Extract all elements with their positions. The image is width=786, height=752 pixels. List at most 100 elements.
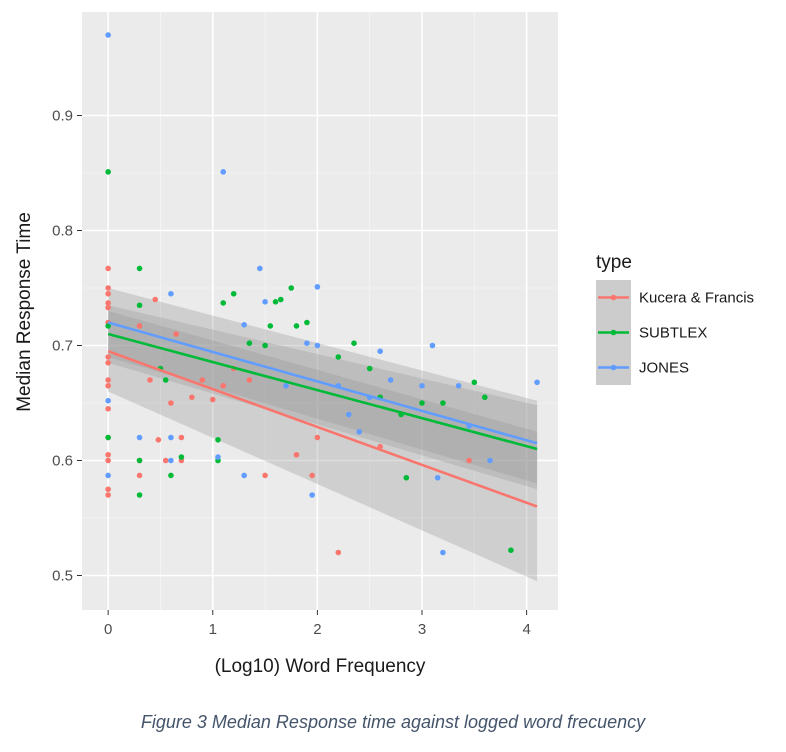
data-point — [105, 492, 111, 498]
data-point — [293, 451, 300, 458]
data-point — [508, 547, 514, 553]
y-tick-label: 0.7 — [52, 338, 73, 355]
data-point — [105, 265, 111, 272]
data-point — [162, 377, 169, 383]
data-point — [136, 434, 143, 441]
plot-panel — [82, 12, 558, 610]
data-point — [147, 377, 153, 383]
data-point — [534, 379, 540, 386]
data-point — [168, 472, 174, 479]
data-point — [314, 342, 321, 349]
data-point — [220, 382, 227, 389]
data-point — [440, 549, 446, 556]
legend-key-point — [610, 294, 617, 301]
data-point — [283, 382, 289, 389]
grid-major — [82, 12, 558, 610]
data-point — [105, 32, 111, 38]
data-point — [105, 397, 111, 404]
data-point — [105, 290, 111, 297]
data-point — [241, 322, 247, 328]
legend-label: JONES — [639, 360, 689, 377]
data-point — [419, 400, 425, 406]
data-point — [403, 474, 410, 481]
data-point — [136, 492, 143, 498]
trend-line — [107, 321, 538, 445]
data-point — [105, 382, 111, 389]
data-point — [314, 284, 321, 290]
data-point — [351, 340, 357, 347]
y-tick-label: 0.5 — [52, 568, 73, 585]
data-point — [105, 169, 111, 175]
data-point — [105, 405, 111, 412]
data-point — [220, 169, 227, 175]
y-tick-label: 0.8 — [52, 223, 73, 240]
data-point — [136, 323, 143, 329]
confidence-ribbons — [108, 288, 538, 582]
trend-line — [107, 332, 538, 451]
data-point — [481, 394, 488, 401]
data-point — [152, 296, 159, 303]
data-point — [230, 290, 237, 297]
data-point — [293, 323, 300, 329]
data-point — [136, 265, 143, 272]
data-point — [277, 296, 284, 303]
data-point — [356, 428, 363, 435]
y-axis: 0.5 0.6 0.7 0.8 0.9 — [52, 108, 82, 585]
data-point — [173, 331, 179, 337]
data-point — [262, 472, 268, 479]
data-point — [105, 434, 111, 441]
data-point — [105, 359, 111, 366]
data-point — [136, 302, 143, 309]
data-point — [168, 457, 174, 464]
confidence-band — [108, 311, 538, 582]
data-point — [189, 394, 195, 401]
data-point — [304, 319, 310, 326]
data-point — [209, 396, 216, 403]
data-point — [215, 454, 221, 460]
data-point — [168, 434, 174, 441]
data-point — [309, 472, 315, 479]
data-point — [455, 382, 462, 389]
data-point — [105, 354, 111, 360]
data-point — [434, 474, 441, 481]
data-point — [105, 300, 111, 306]
data-point — [168, 290, 174, 297]
data-point — [136, 457, 143, 464]
legend-label: SUBTLEX — [639, 325, 707, 342]
data-point — [429, 342, 436, 349]
data-point — [345, 411, 352, 418]
data-point — [262, 299, 268, 305]
data-point — [471, 379, 478, 386]
data-point — [466, 457, 472, 464]
data-point — [199, 377, 206, 383]
data-point — [272, 299, 279, 305]
data-point — [419, 382, 425, 389]
x-axis: 0 1 2 3 4 — [104, 610, 531, 638]
data-point — [105, 472, 111, 479]
data-point — [335, 354, 342, 360]
confidence-band — [108, 305, 538, 490]
legend: type Kucera & Francis SUBTLEX JONES — [596, 252, 754, 385]
data-point — [178, 434, 185, 441]
data-point — [487, 457, 493, 464]
data-point — [304, 340, 310, 347]
data-point — [105, 457, 111, 464]
x-tick-label: 3 — [418, 621, 426, 638]
data-point — [105, 377, 111, 383]
data-point — [178, 454, 185, 460]
data-point — [335, 549, 342, 556]
data-point — [267, 323, 274, 329]
data-point — [246, 340, 253, 347]
data-point — [257, 265, 263, 272]
data-point — [377, 348, 383, 355]
legend-label: Kucera & Francis — [639, 290, 754, 307]
x-tick-label: 2 — [313, 621, 321, 638]
legend-key-point — [610, 364, 617, 371]
data-point — [105, 486, 111, 493]
data-point — [387, 377, 394, 383]
confidence-band — [108, 288, 538, 484]
legend-key-point — [610, 329, 617, 336]
x-tick-label: 0 — [104, 621, 112, 638]
data-point — [168, 400, 174, 406]
